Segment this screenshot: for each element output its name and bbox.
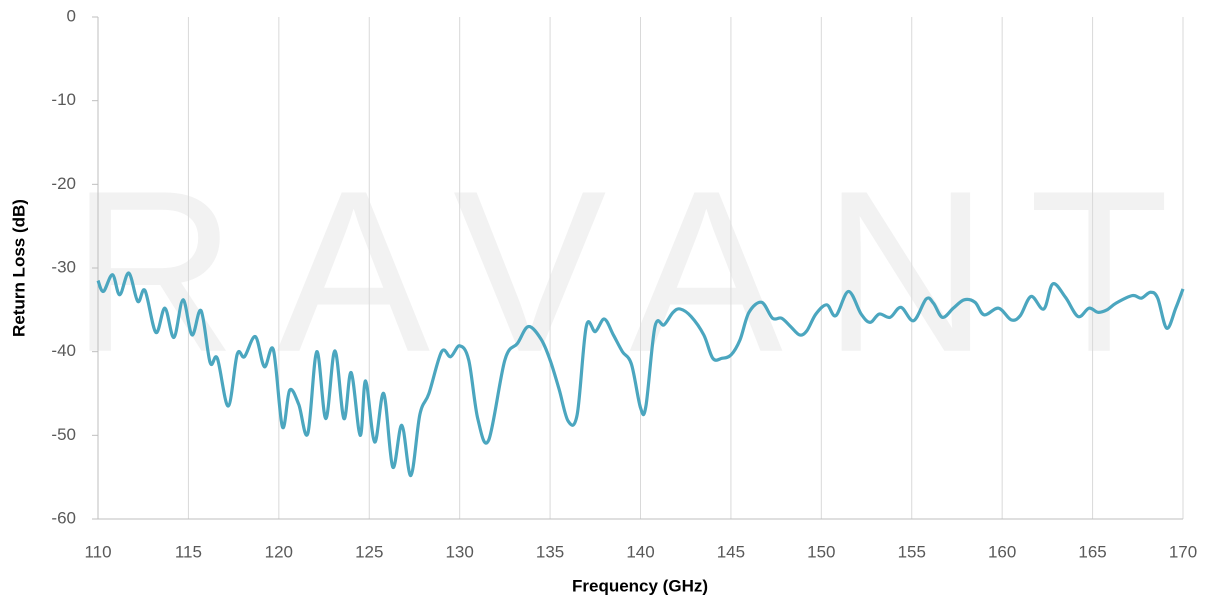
x-tick-label: 145	[717, 542, 745, 561]
x-tick-label: 115	[175, 542, 202, 561]
x-tick-label: 140	[626, 542, 654, 561]
x-tick-label: 170	[1169, 542, 1197, 561]
y-axis-title: Return Loss (dB)	[9, 199, 28, 337]
x-tick-label: 125	[355, 542, 383, 561]
x-tick-label: 110	[84, 542, 111, 561]
x-tick-label: 155	[898, 542, 926, 561]
y-tick-label: -20	[51, 174, 76, 193]
y-tick-label: -30	[51, 257, 76, 276]
x-tick-label: 120	[265, 542, 293, 561]
y-tick-label: 0	[67, 6, 76, 25]
x-tick-label: 150	[807, 542, 835, 561]
data-line	[96, 271, 1185, 478]
y-tick-label: -10	[51, 90, 76, 109]
y-tick-label: -40	[51, 341, 76, 360]
x-tick-label: 135	[536, 542, 564, 561]
x-axis-title: Frequency (GHz)	[572, 576, 708, 595]
y-tick-label: -60	[51, 508, 76, 527]
x-tick-label: 165	[1078, 542, 1106, 561]
watermark: RAVANT	[71, 143, 1207, 400]
x-tick-label: 160	[988, 542, 1016, 561]
y-tick-label: -50	[51, 425, 76, 444]
x-tick-label: 130	[445, 542, 473, 561]
